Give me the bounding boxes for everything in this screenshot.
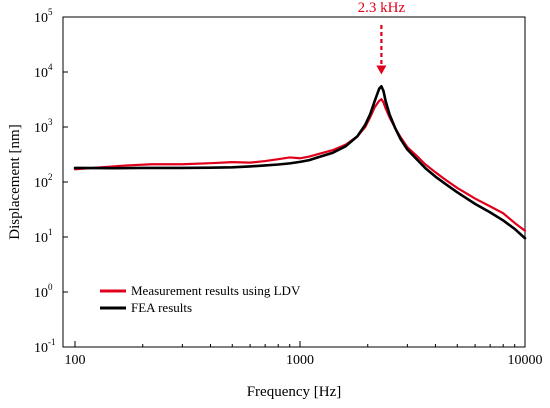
legend-label-fea: FEA results [131,300,192,315]
x-tick-label: 1000 [286,353,314,368]
x-tick-label: 100 [65,353,86,368]
x-axis-ticks: 100 1000 10000 [65,341,543,368]
y-tick-label: 104 [34,62,53,81]
x-axis-title: Frequency [Hz] [247,384,342,400]
y-tick-label: 100 [34,282,53,301]
series-measurement-line [73,98,527,232]
peak-annotation: 2.3 kHz [358,0,406,75]
y-axis-ticks: 10-1 100 101 102 103 104 105 [34,7,68,356]
legend-label-measurement: Measurement results using LDV [131,283,301,298]
y-tick-label: 10-1 [34,337,56,356]
series-fea-line [73,84,527,240]
y-tick-label: 105 [34,7,53,26]
series-layer [73,84,527,240]
y-tick-label: 103 [34,117,53,136]
peak-arrow-head [376,65,387,75]
x-tick-label: 10000 [508,353,543,368]
legend: Measurement results using LDV FEA result… [100,283,301,315]
y-tick-label: 101 [34,227,53,246]
peak-annotation-label: 2.3 kHz [358,0,406,16]
y-axis-title: Displacement [nm] [7,124,23,239]
y-tick-label: 102 [34,172,53,191]
